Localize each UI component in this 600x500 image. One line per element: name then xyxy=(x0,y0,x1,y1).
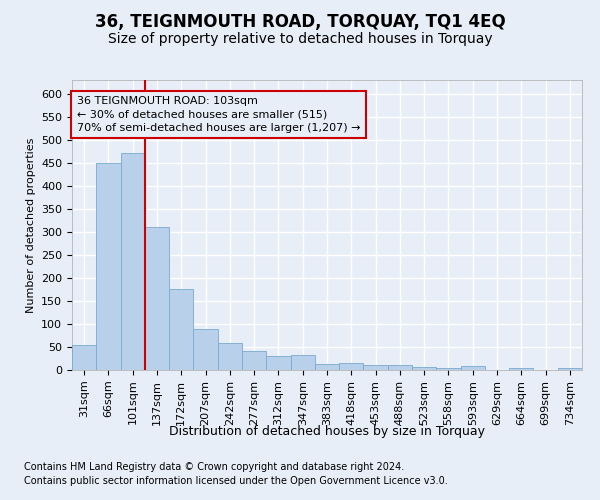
Bar xyxy=(266,356,290,370)
Text: Contains public sector information licensed under the Open Government Licence v3: Contains public sector information licen… xyxy=(24,476,448,486)
Bar xyxy=(364,366,388,370)
Text: 36 TEIGNMOUTH ROAD: 103sqm
← 30% of detached houses are smaller (515)
70% of sem: 36 TEIGNMOUTH ROAD: 103sqm ← 30% of deta… xyxy=(77,96,361,132)
Bar xyxy=(242,350,266,370)
Y-axis label: Number of detached properties: Number of detached properties xyxy=(26,138,35,312)
Text: Distribution of detached houses by size in Torquay: Distribution of detached houses by size … xyxy=(169,425,485,438)
Bar xyxy=(145,227,169,370)
Bar xyxy=(169,289,193,370)
Bar xyxy=(339,363,364,370)
Bar xyxy=(72,344,96,370)
Bar xyxy=(388,366,412,370)
Text: Size of property relative to detached houses in Torquay: Size of property relative to detached ho… xyxy=(107,32,493,46)
Bar xyxy=(290,356,315,370)
Bar xyxy=(218,344,242,370)
Bar xyxy=(436,368,461,370)
Bar xyxy=(461,366,485,370)
Bar xyxy=(96,163,121,370)
Bar xyxy=(193,330,218,370)
Text: 36, TEIGNMOUTH ROAD, TORQUAY, TQ1 4EQ: 36, TEIGNMOUTH ROAD, TORQUAY, TQ1 4EQ xyxy=(95,12,505,30)
Bar xyxy=(412,367,436,370)
Bar xyxy=(509,368,533,370)
Bar xyxy=(121,152,145,370)
Text: Contains HM Land Registry data © Crown copyright and database right 2024.: Contains HM Land Registry data © Crown c… xyxy=(24,462,404,472)
Bar xyxy=(315,364,339,370)
Bar xyxy=(558,368,582,370)
